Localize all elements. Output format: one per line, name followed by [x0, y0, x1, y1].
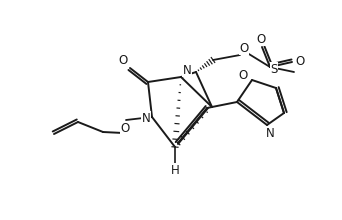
- Text: O: O: [239, 42, 249, 55]
- Text: S: S: [270, 62, 278, 75]
- Text: N: N: [142, 112, 150, 125]
- Text: O: O: [295, 55, 305, 68]
- Text: O: O: [118, 53, 128, 66]
- Text: O: O: [238, 68, 248, 81]
- Text: N: N: [266, 126, 274, 139]
- Text: H: H: [171, 163, 179, 176]
- Text: N: N: [183, 64, 192, 77]
- Text: O: O: [256, 33, 266, 46]
- Text: O: O: [120, 121, 130, 134]
